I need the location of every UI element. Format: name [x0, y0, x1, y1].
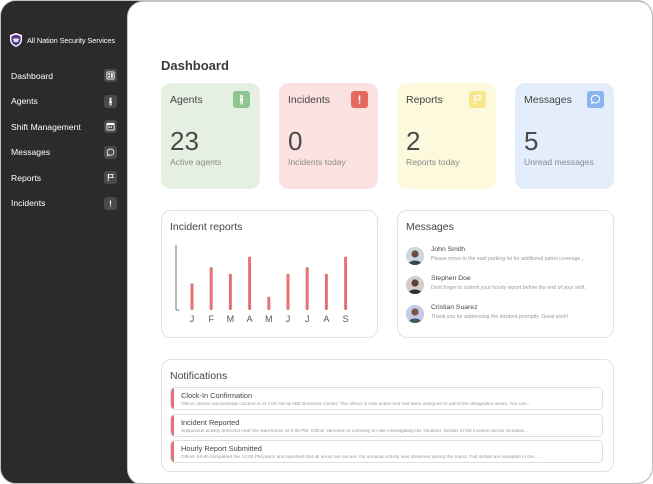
notification-text: Officer Jamen successfully clocked in at…	[181, 402, 531, 407]
message-sender: Cristian Suarez	[431, 304, 478, 311]
stat-caption: Unread messages	[524, 157, 594, 167]
notification-title: Hourly Report Submitted	[181, 444, 262, 453]
avatar	[406, 276, 424, 294]
brand[interactable]: All Nation Security Services	[10, 33, 115, 47]
sidebar-item-label: Dashboard	[11, 70, 54, 81]
message-preview: Dont forget to submit your hourly report…	[431, 285, 586, 291]
messages-stat-card[interactable]: Messages 5 Unread messages	[515, 83, 614, 189]
message-item[interactable]: Stephen Doe Dont forget to submit your h…	[406, 275, 606, 297]
alert-icon	[351, 91, 368, 108]
avatar	[406, 247, 424, 265]
notification-accent	[171, 388, 174, 409]
panel-title: Notifications	[170, 370, 228, 382]
notification-text: Suspicious activity detected near the wa…	[181, 429, 528, 434]
chart-bar[interactable]	[344, 256, 348, 310]
x-tick-label: M	[265, 314, 273, 324]
notification-accent	[171, 415, 174, 436]
sidebar-item-incidents[interactable]: Incidents	[1, 191, 127, 217]
notification-item[interactable]: Hourly Report Submitted Officer Smith co…	[170, 440, 603, 463]
messages-panel: Messages John Smith Please move to the e…	[397, 210, 614, 338]
sidebar-item-agents[interactable]: Agents	[1, 89, 127, 115]
stat-value: 23	[170, 126, 199, 156]
message-preview: Please move to the east parking lot for …	[431, 256, 585, 262]
notification-text: Officer Smith completed the 10:00 PM pat…	[181, 455, 538, 460]
chart-bar[interactable]	[305, 267, 309, 310]
notification-item[interactable]: Clock-In Confirmation Officer Jamen succ…	[170, 387, 603, 410]
x-tick-label: A	[323, 314, 329, 324]
chart-bar[interactable]	[324, 273, 328, 310]
panel-title: Incident reports	[170, 221, 243, 233]
stat-caption: Incidents today	[288, 157, 346, 167]
x-tick-label: J	[286, 314, 291, 324]
chart-bar[interactable]	[228, 273, 232, 310]
sidebar: All Nation Security Services Dashboard A…	[1, 1, 141, 483]
sidebar-item-label: Agents	[11, 96, 38, 107]
notifications-panel: Notifications Clock-In Confirmation Offi…	[161, 359, 614, 472]
reports-stat-card[interactable]: Reports 2 Reports today	[397, 83, 496, 189]
sidebar-item-messages[interactable]: Messages	[1, 140, 127, 166]
incident-reports-panel: Incident reports J F M A M J J A S	[161, 210, 378, 338]
sidebar-item-label: Messages	[11, 147, 51, 158]
shield-logo-icon	[10, 33, 22, 47]
panel-title: Messages	[406, 221, 454, 233]
stat-title: Reports	[406, 94, 443, 106]
person-icon	[104, 94, 117, 108]
chart-bar[interactable]	[267, 296, 271, 310]
notification-title: Incident Reported	[181, 418, 240, 427]
agents-stat-card[interactable]: Agents 23 Active agents	[161, 83, 260, 189]
x-tick-label: J	[305, 314, 310, 324]
main-content: Dashboard Agents 23 Active agents Incide…	[127, 1, 652, 483]
sidebar-item-label: Shift Management	[11, 121, 81, 132]
avatar	[406, 305, 424, 323]
x-tick-label: J	[190, 314, 195, 324]
chart-bar[interactable]	[190, 283, 194, 310]
chart-bar[interactable]	[248, 256, 252, 310]
stat-value: 2	[406, 126, 421, 156]
calendar-icon	[104, 120, 117, 134]
brand-name: All Nation Security Services	[27, 35, 115, 45]
x-tick-label: F	[208, 314, 214, 324]
notification-title: Clock-In Confirmation	[181, 391, 253, 400]
chart-bar[interactable]	[286, 273, 290, 310]
flag-icon	[104, 171, 117, 185]
stat-title: Messages	[524, 94, 572, 106]
chart-bar[interactable]	[209, 267, 213, 310]
notification-accent	[171, 441, 174, 462]
stat-value: 0	[288, 126, 303, 156]
stat-caption: Active agents	[170, 157, 222, 167]
x-tick-label: A	[247, 314, 253, 324]
stat-value: 5	[524, 126, 539, 156]
message-preview: Thank you for addressing the incident pr…	[431, 314, 569, 320]
dashboard-icon	[104, 69, 117, 83]
chat-icon	[104, 145, 117, 159]
x-tick-label: S	[343, 314, 349, 324]
message-item[interactable]: John Smith Please move to the east parki…	[406, 246, 606, 268]
message-item[interactable]: Cristian Suarez Thank you for addressing…	[406, 304, 606, 326]
message-sender: Stephen Doe	[431, 275, 471, 282]
person-icon	[233, 91, 250, 108]
stat-caption: Reports today	[406, 157, 460, 167]
sidebar-item-shift-management[interactable]: Shift Management	[1, 114, 127, 140]
flag-icon	[469, 91, 486, 108]
sidebar-item-reports[interactable]: Reports	[1, 165, 127, 191]
x-tick-label: M	[227, 314, 235, 324]
notification-item[interactable]: Incident Reported Suspicious activity de…	[170, 414, 603, 437]
sidebar-item-dashboard[interactable]: Dashboard	[1, 63, 127, 89]
stat-title: Incidents	[288, 94, 331, 106]
alert-icon	[104, 196, 117, 210]
sidebar-item-label: Incidents	[11, 198, 46, 209]
sidebar-nav: Dashboard Agents Shift Management Messag…	[1, 63, 127, 216]
chat-icon	[587, 91, 604, 108]
page-title: Dashboard	[161, 58, 229, 73]
stat-title: Agents	[170, 94, 203, 106]
sidebar-item-label: Reports	[11, 172, 42, 183]
message-sender: John Smith	[431, 246, 466, 253]
incidents-stat-card[interactable]: Incidents 0 Incidents today	[279, 83, 378, 189]
